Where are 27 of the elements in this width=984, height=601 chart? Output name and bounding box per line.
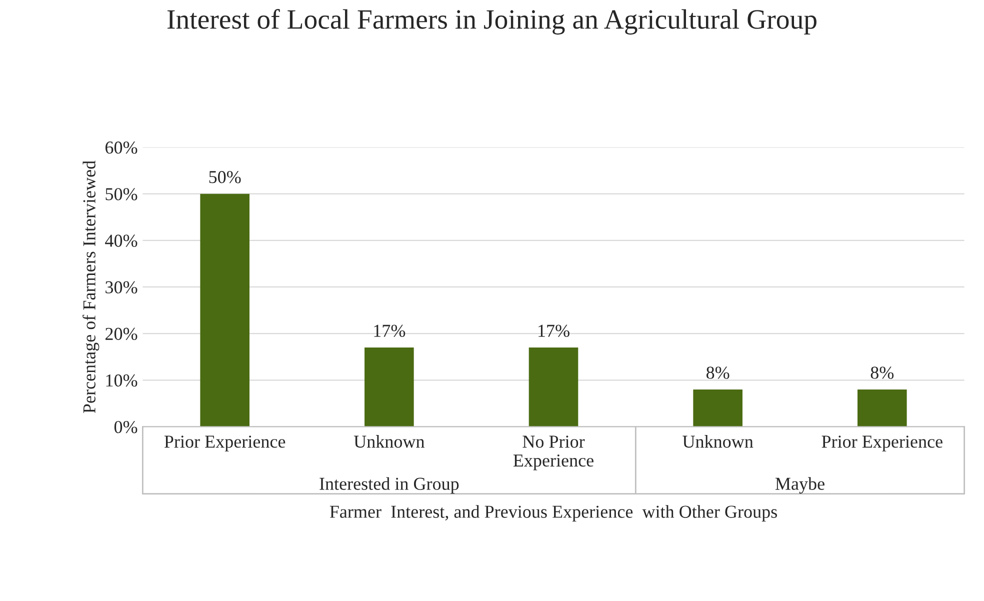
- x-tick-label: Unknown: [354, 435, 425, 448]
- bar: [858, 389, 907, 427]
- x-axis-title: Farmer Interest, and Previous Experience with Other Groups: [330, 505, 777, 522]
- y-tick-label: 0%: [114, 420, 138, 434]
- data-label: 17%: [374, 324, 406, 337]
- bar: [200, 194, 250, 427]
- y-tick-label: 30%: [106, 281, 138, 294]
- text: Interested in Group: [320, 477, 459, 494]
- bar: [528, 348, 578, 427]
- y-tick-label: 40%: [105, 234, 138, 247]
- bar: [364, 348, 414, 427]
- data-label: 8%: [870, 366, 894, 379]
- chart-title: Interest of Local Farmers in Joining an Agricultural Group: [167, 9, 816, 35]
- data-label: 17%: [538, 324, 570, 337]
- data-label: 8%: [706, 366, 730, 379]
- x-tick-label: Prior Experience: [164, 436, 286, 452]
- y-tick-label: 10%: [106, 374, 138, 387]
- text: Maybe: [775, 477, 824, 494]
- y-tick-label: 50%: [106, 188, 138, 200]
- x-tick-label: No Prior Experience: [513, 436, 594, 470]
- bar: [693, 389, 742, 427]
- y-axis-title: Percentage of Farmers Interviewed: [82, 160, 100, 414]
- x-tick-label: Prior Experience: [822, 436, 942, 452]
- x-tick-label: Unknown: [682, 435, 754, 448]
- y-tick-label: 20%: [106, 328, 138, 340]
- data-label: 50%: [209, 170, 241, 184]
- y-tick-label: 60%: [106, 142, 138, 154]
